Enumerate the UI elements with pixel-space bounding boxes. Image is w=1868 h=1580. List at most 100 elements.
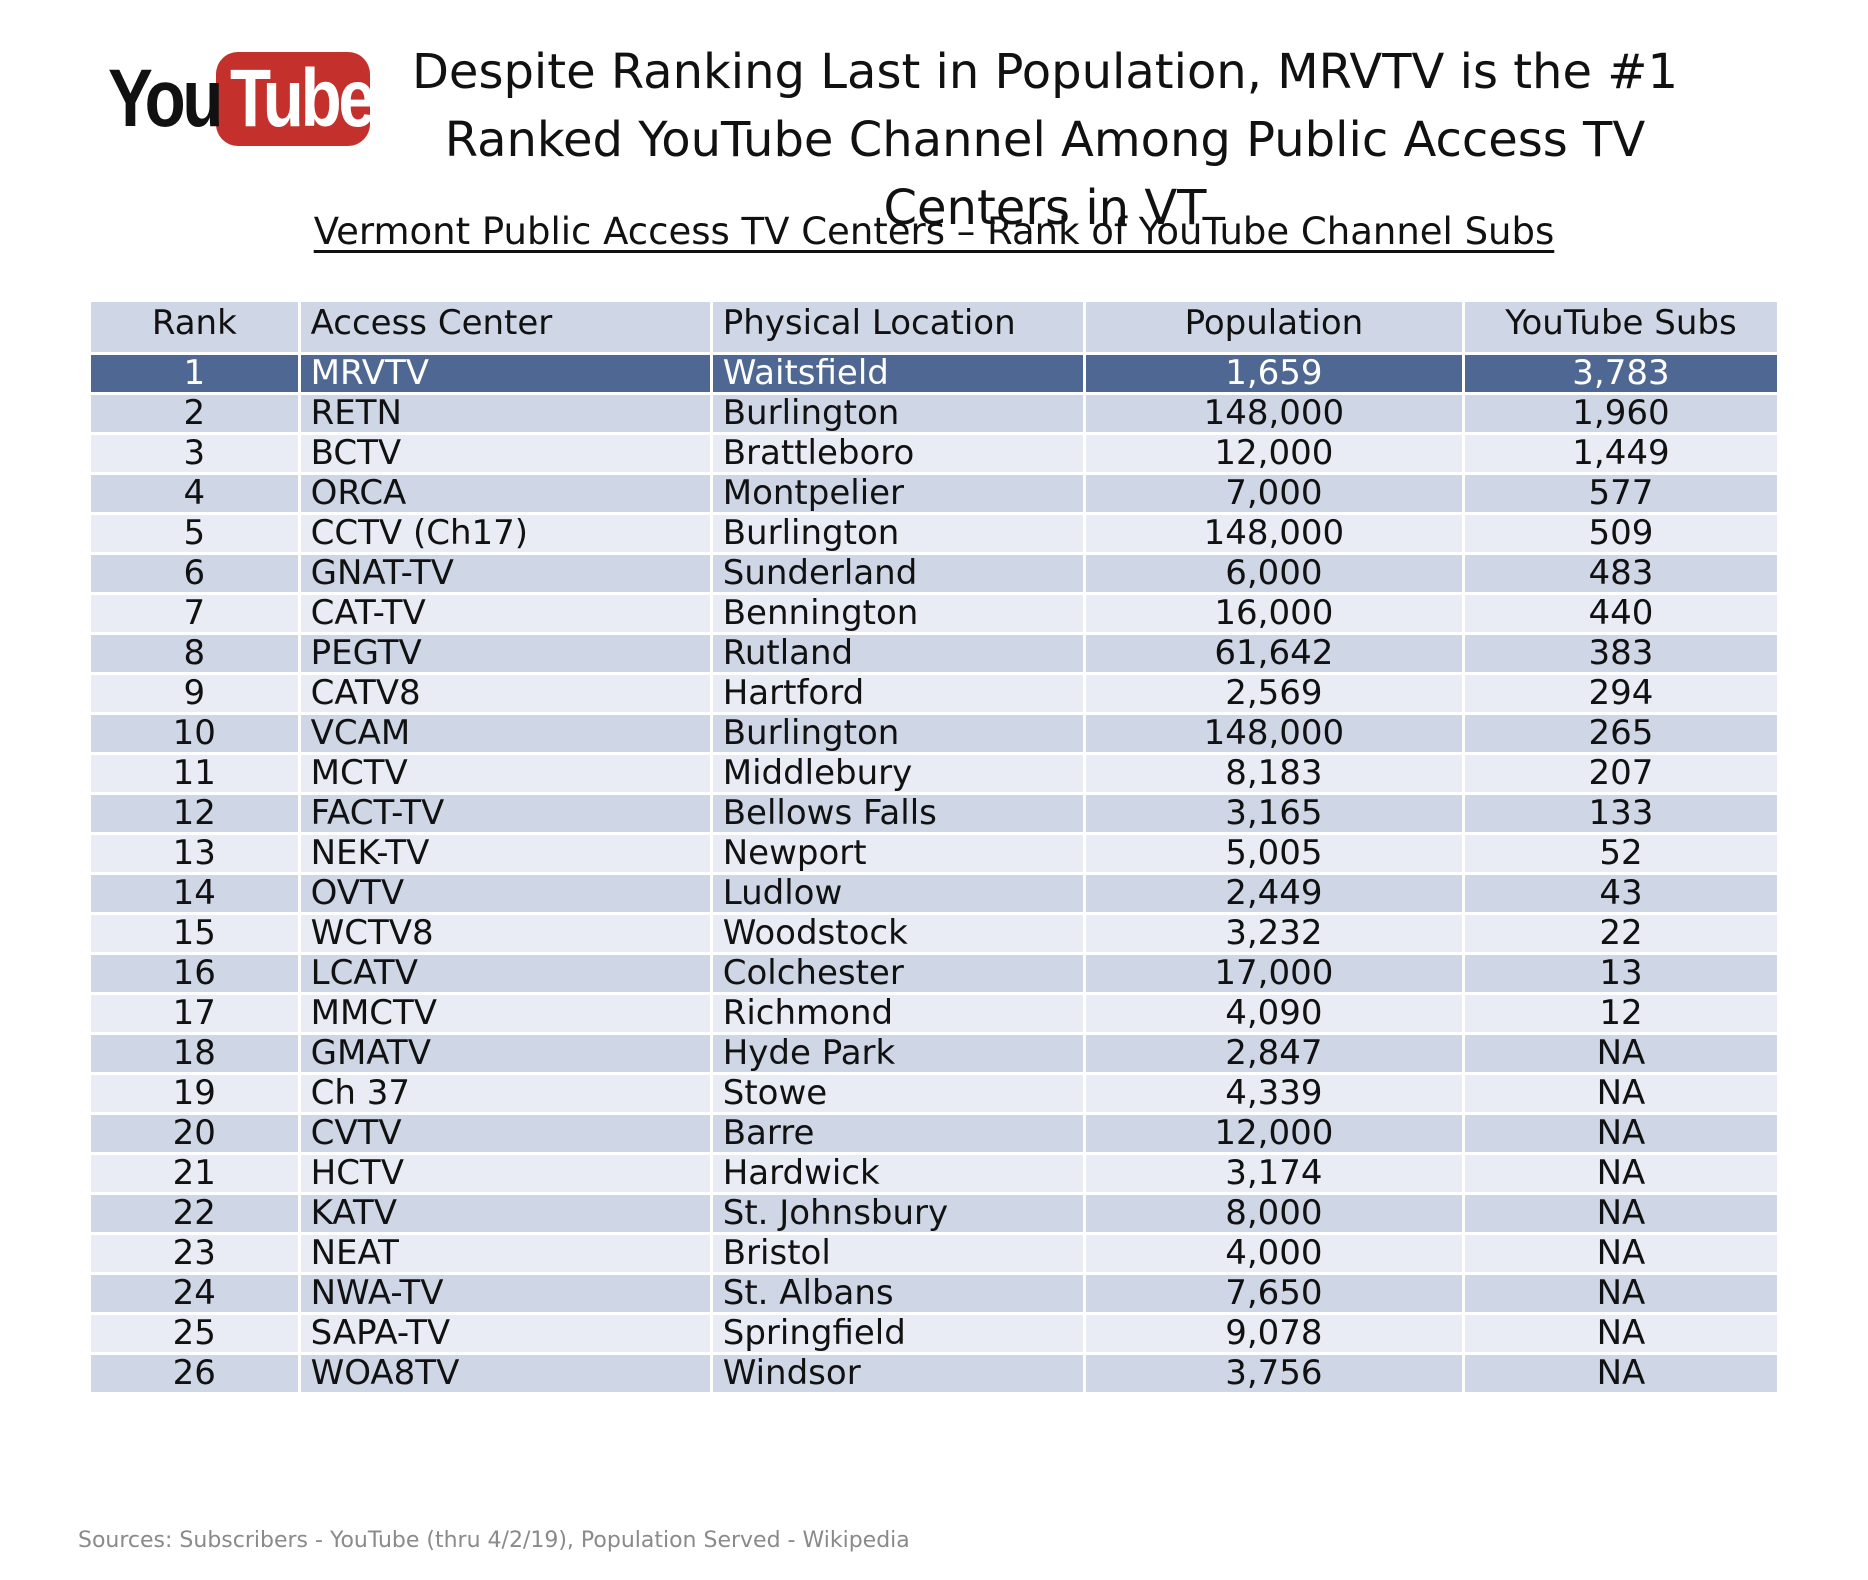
header-physical-location: Physical Location — [709, 299, 1086, 355]
cell-population: 148,000 — [1082, 512, 1465, 555]
cell-physical-location: Hartford — [709, 672, 1086, 715]
cell-physical-location: Waitsfield — [709, 352, 1086, 395]
cell-population: 3,756 — [1082, 1352, 1465, 1395]
cell-population: 16,000 — [1082, 592, 1465, 635]
table-row: 2 RETN Burlington 148,000 1,960 — [88, 392, 1781, 435]
cell-youtube-subs: 1,960 — [1461, 392, 1781, 435]
header-access-center: Access Center — [297, 299, 713, 355]
cell-access-center: KATV — [297, 1192, 713, 1235]
cell-access-center: NEAT — [297, 1232, 713, 1275]
cell-youtube-subs: 1,449 — [1461, 432, 1781, 475]
ranking-table: Rank Access Center Physical Location Pop… — [88, 299, 1781, 1395]
cell-rank: 17 — [88, 992, 301, 1035]
cell-youtube-subs: 207 — [1461, 752, 1781, 795]
cell-youtube-subs: NA — [1461, 1072, 1781, 1115]
cell-access-center: MCTV — [297, 752, 713, 795]
cell-population: 12,000 — [1082, 432, 1465, 475]
cell-youtube-subs: 383 — [1461, 632, 1781, 675]
cell-population: 12,000 — [1082, 1112, 1465, 1155]
cell-rank: 23 — [88, 1232, 301, 1275]
cell-physical-location: Montpelier — [709, 472, 1086, 515]
cell-access-center: BCTV — [297, 432, 713, 475]
cell-physical-location: Barre — [709, 1112, 1086, 1155]
cell-access-center: FACT-TV — [297, 792, 713, 835]
table-row: 12 FACT-TV Bellows Falls 3,165 133 — [88, 792, 1781, 835]
cell-physical-location: Newport — [709, 832, 1086, 875]
cell-physical-location: Burlington — [709, 712, 1086, 755]
cell-physical-location: Hyde Park — [709, 1032, 1086, 1075]
cell-rank: 12 — [88, 792, 301, 835]
cell-rank: 25 — [88, 1312, 301, 1355]
cell-youtube-subs: 577 — [1461, 472, 1781, 515]
cell-population: 2,449 — [1082, 872, 1465, 915]
table-row: 3 BCTV Brattleboro 12,000 1,449 — [88, 432, 1781, 475]
cell-rank: 22 — [88, 1192, 301, 1235]
cell-population: 9,078 — [1082, 1312, 1465, 1355]
cell-youtube-subs: NA — [1461, 1152, 1781, 1195]
cell-rank: 16 — [88, 952, 301, 995]
cell-rank: 10 — [88, 712, 301, 755]
cell-access-center: NEK-TV — [297, 832, 713, 875]
table-row: 14 OVTV Ludlow 2,449 43 — [88, 872, 1781, 915]
page-title: Despite Ranking Last in Population, MRVT… — [411, 44, 1679, 236]
cell-rank: 26 — [88, 1352, 301, 1395]
cell-physical-location: Middlebury — [709, 752, 1086, 795]
table-row: 4 ORCA Montpelier 7,000 577 — [88, 472, 1781, 515]
cell-access-center: VCAM — [297, 712, 713, 755]
cell-physical-location: St. Johnsbury — [709, 1192, 1086, 1235]
table-row: 8 PEGTV Rutland 61,642 383 — [88, 632, 1781, 675]
cell-rank: 20 — [88, 1112, 301, 1155]
table-row: 15 WCTV8 Woodstock 3,232 22 — [88, 912, 1781, 955]
cell-rank: 24 — [88, 1272, 301, 1315]
cell-population: 4,090 — [1082, 992, 1465, 1035]
cell-physical-location: Colchester — [709, 952, 1086, 995]
cell-access-center: NWA-TV — [297, 1272, 713, 1315]
cell-youtube-subs: 52 — [1461, 832, 1781, 875]
cell-population: 3,165 — [1082, 792, 1465, 835]
cell-access-center: SAPA-TV — [297, 1312, 713, 1355]
cell-population: 2,847 — [1082, 1032, 1465, 1075]
header-rank: Rank — [88, 299, 301, 355]
cell-population: 3,232 — [1082, 912, 1465, 955]
cell-youtube-subs: NA — [1461, 1112, 1781, 1155]
cell-physical-location: Richmond — [709, 992, 1086, 1035]
cell-population: 8,000 — [1082, 1192, 1465, 1235]
table-subtitle: Vermont Public Access TV Centers – Rank … — [313, 210, 1555, 253]
cell-youtube-subs: 483 — [1461, 552, 1781, 595]
cell-population: 4,339 — [1082, 1072, 1465, 1115]
cell-youtube-subs: NA — [1461, 1032, 1781, 1075]
cell-youtube-subs: 265 — [1461, 712, 1781, 755]
cell-youtube-subs: NA — [1461, 1352, 1781, 1395]
cell-rank: 4 — [88, 472, 301, 515]
cell-youtube-subs: 440 — [1461, 592, 1781, 635]
cell-youtube-subs: NA — [1461, 1272, 1781, 1315]
cell-access-center: CATV8 — [297, 672, 713, 715]
cell-population: 5,005 — [1082, 832, 1465, 875]
cell-access-center: MMCTV — [297, 992, 713, 1035]
cell-youtube-subs: 13 — [1461, 952, 1781, 995]
cell-access-center: ORCA — [297, 472, 713, 515]
table-row: 18 GMATV Hyde Park 2,847 NA — [88, 1032, 1781, 1075]
cell-access-center: WOA8TV — [297, 1352, 713, 1395]
cell-physical-location: Woodstock — [709, 912, 1086, 955]
cell-physical-location: Sunderland — [709, 552, 1086, 595]
cell-rank: 15 — [88, 912, 301, 955]
youtube-logo: You Tube — [108, 52, 376, 146]
table-row: 24 NWA-TV St. Albans 7,650 NA — [88, 1272, 1781, 1315]
cell-youtube-subs: NA — [1461, 1312, 1781, 1355]
cell-rank: 9 — [88, 672, 301, 715]
table-header-row: Rank Access Center Physical Location Pop… — [88, 299, 1781, 355]
cell-rank: 1 — [88, 352, 301, 395]
cell-rank: 6 — [88, 552, 301, 595]
table-row: 19 Ch 37 Stowe 4,339 NA — [88, 1072, 1781, 1115]
cell-access-center: Ch 37 — [297, 1072, 713, 1115]
table-row: 16 LCATV Colchester 17,000 13 — [88, 952, 1781, 995]
table-row: 17 MMCTV Richmond 4,090 12 — [88, 992, 1781, 1035]
logo-tube-text: Tube — [230, 53, 376, 144]
cell-population: 148,000 — [1082, 712, 1465, 755]
cell-youtube-subs: 3,783 — [1461, 352, 1781, 395]
table-row: 9 CATV8 Hartford 2,569 294 — [88, 672, 1781, 715]
cell-physical-location: Bennington — [709, 592, 1086, 635]
table-row: 13 NEK-TV Newport 5,005 52 — [88, 832, 1781, 875]
cell-access-center: CCTV (Ch17) — [297, 512, 713, 555]
